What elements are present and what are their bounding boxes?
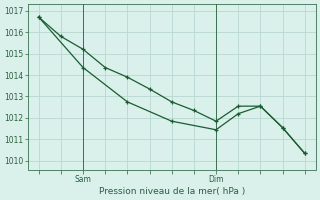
X-axis label: Pression niveau de la mer( hPa ): Pression niveau de la mer( hPa ) xyxy=(99,187,245,196)
